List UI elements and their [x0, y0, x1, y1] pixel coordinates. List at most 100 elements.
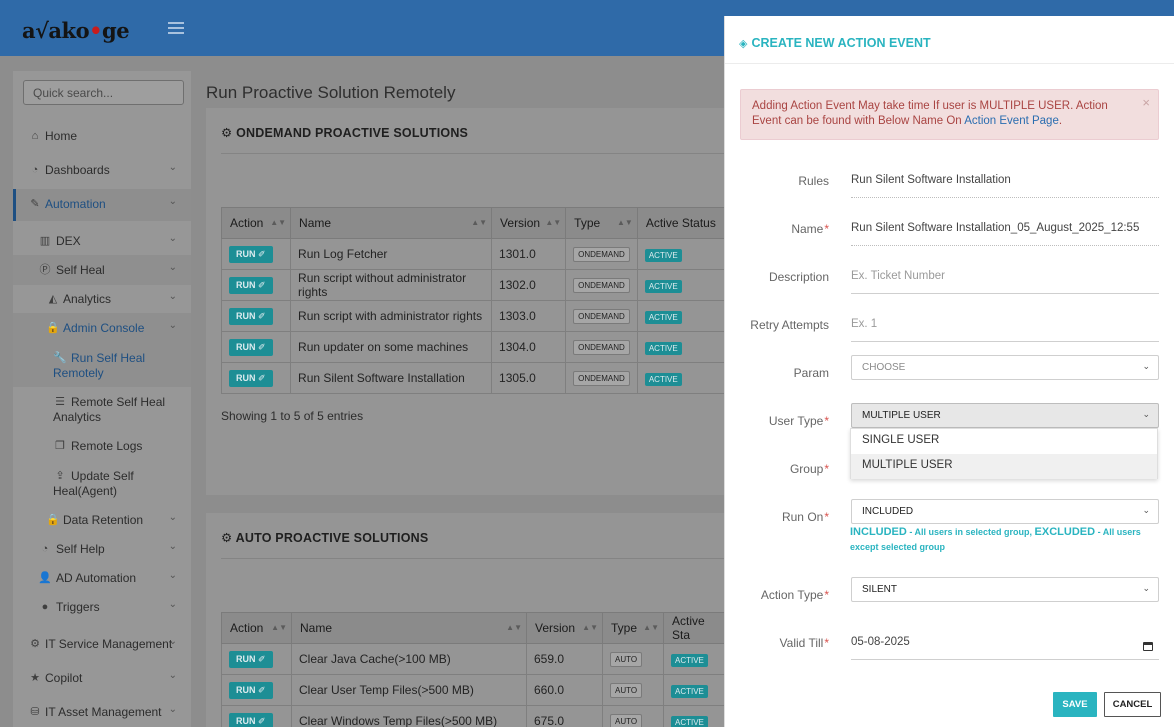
ondemand-card-title: ⚙ ONDEMAND PROACTIVE SOLUTIONS — [221, 126, 469, 140]
field-label: Retry Attempts — [750, 318, 829, 332]
wrench-icon: 🔧 — [53, 352, 67, 364]
close-icon[interactable]: × — [1142, 95, 1150, 110]
auto-table: Action ▲▼ Name ▲▼ Version ▲▼ Type ▲▼ Active … — [221, 612, 726, 727]
sidebar-item-it-asset-management[interactable]: ⛁ IT Asset Management ⌄ — [13, 697, 191, 727]
brand-logo[interactable]: a√ako•ge — [22, 18, 130, 43]
column-header-active-status[interactable]: Active Sta — [663, 612, 726, 644]
run-button[interactable]: RUN ✐ — [229, 369, 273, 387]
column-header-active-status[interactable]: Active Status — [636, 207, 727, 239]
status-badge: ACTIVE — [644, 248, 682, 262]
param-select[interactable]: CHOOSE ⌄ — [851, 355, 1159, 380]
cancel-button[interactable]: CANCEL — [1104, 692, 1161, 717]
field-label: Description — [768, 270, 829, 284]
sidebar-item-label: Triggers — [56, 600, 100, 614]
rules-field: Run Silent Software Installation — [851, 174, 1159, 198]
option-multiple-user[interactable]: MULTIPLE USER — [851, 454, 1157, 479]
column-header-action[interactable]: Action ▲▼ — [220, 207, 292, 239]
run-button[interactable]: RUN ✐ — [229, 307, 273, 325]
field-rules: Rules Run Silent Software Installation — [725, 166, 1174, 200]
menu-toggle-icon[interactable] — [168, 22, 184, 34]
column-header-action[interactable]: Action ▲▼ — [221, 612, 292, 644]
field-action-type: Action Type* — [725, 580, 1174, 614]
sidebar-item-it-service-management[interactable]: ⚙ IT Service Management ⌄ — [13, 629, 191, 659]
description-input[interactable]: Ex. Ticket Number — [851, 270, 1159, 294]
chevron-down-icon: ⌄ — [168, 541, 177, 552]
sidebar-item-admin-console[interactable]: 🔒 Admin Console ⌄ — [13, 313, 191, 343]
sidebar-item-update-self-heal[interactable]: ⇪ Update Self Heal(Agent) — [13, 461, 191, 505]
type-badge: ONDEMAND — [573, 340, 630, 355]
sidebar-item-self-help[interactable]: ◔ Self Help ⌄ — [13, 534, 191, 564]
retry-attempts-input[interactable]: Ex. 1 — [851, 318, 1159, 342]
quick-search-input[interactable]: Quick search... — [23, 80, 184, 105]
column-header-version[interactable]: Version ▲▼ — [491, 207, 567, 239]
chevron-down-icon: ⌄ — [168, 162, 177, 173]
field-label: Group* — [789, 462, 829, 476]
column-header-type[interactable]: Type ▲▼ — [602, 612, 664, 644]
sidebar-item-analytics[interactable]: ◭ Analytics ⌄ — [13, 284, 191, 314]
run-button[interactable]: RUN ✐ — [229, 681, 273, 699]
run-button[interactable]: RUN ✐ — [229, 650, 273, 668]
run-button[interactable]: RUN ✐ — [229, 276, 273, 294]
field-param: Param — [725, 358, 1174, 392]
cell-name: Clear Java Cache(>100 MB) — [291, 643, 527, 675]
calendar-icon[interactable] — [1143, 642, 1153, 651]
sidebar-item-self-heal[interactable]: Ⓟ Self Heal ⌄ — [13, 255, 191, 285]
name-field[interactable]: Run Silent Software Installation_05_Augu… — [851, 222, 1159, 246]
sidebar-item-dex[interactable]: ▥ DEX ⌄ — [13, 226, 191, 256]
cell-version: 1303.0 — [491, 300, 567, 332]
user-type-select[interactable]: MULTIPLE USER ⌄ — [851, 403, 1159, 428]
run-on-select[interactable]: INCLUDED ⌄ — [851, 499, 1159, 524]
column-header-name[interactable]: Name ▲▼ — [290, 207, 493, 239]
cell-name: Clear User Temp Files(>500 MB) — [291, 674, 527, 706]
sidebar-item-copilot[interactable]: ★ Copilot ⌄ — [13, 663, 191, 693]
sidebar-item-dashboards[interactable]: ◔ Dashboards ⌄ — [13, 155, 191, 185]
ondemand-table: Action ▲▼ Name ▲▼ Version ▲▼ Type ▲▼ Active … — [220, 207, 727, 394]
lock-icon: 🔒 — [46, 322, 60, 334]
sidebar-item-label: Remote Logs — [71, 439, 143, 453]
column-header-version[interactable]: Version ▲▼ — [526, 612, 603, 644]
dashboard-icon: ◔ — [41, 543, 49, 555]
run-button[interactable]: RUN ✐ — [229, 245, 273, 263]
sidebar-item-remote-logs[interactable]: ❐ Remote Logs — [13, 431, 191, 461]
sidebar-item-label: DEX — [56, 234, 81, 248]
sidebar-item-ad-automation[interactable]: 👤 AD Automation ⌄ — [13, 563, 191, 593]
field-label: Valid Till* — [779, 636, 829, 650]
cell-name: Run Silent Software Installation — [290, 362, 493, 394]
home-icon: ⌂ — [31, 130, 39, 142]
table-row: RUN ✐ Run script without administrator r… — [220, 269, 727, 301]
dashboard-icon: ◔ — [31, 164, 39, 176]
status-badge: ACTIVE — [644, 372, 682, 386]
layers-icon: ◈ — [739, 38, 748, 50]
status-badge: ACTIVE — [644, 279, 682, 293]
sidebar: Quick search... ⌂ Home ◔ Dashboards ⌄ ✎ … — [13, 71, 191, 727]
option-single-user[interactable]: SINGLE USER — [862, 434, 940, 446]
save-button[interactable]: SAVE — [1053, 692, 1097, 717]
sidebar-item-automation[interactable]: ✎ Automation ⌄ — [13, 189, 191, 221]
table-row: RUN ✐ Run updater on some machines 1304.… — [220, 331, 727, 363]
type-badge: AUTO — [610, 652, 643, 667]
field-label: Param — [793, 366, 829, 380]
run-button[interactable]: RUN ✐ — [229, 338, 273, 356]
action-type-select[interactable]: SILENT ⌄ — [851, 577, 1159, 602]
user-icon: 👤 — [38, 572, 52, 584]
create-action-event-panel: ◈ CREATE NEW ACTION EVENT Adding Action E… — [724, 16, 1174, 727]
column-header-name[interactable]: Name ▲▼ — [291, 612, 527, 644]
chevron-down-icon: ⌄ — [168, 670, 177, 681]
sidebar-item-remote-self-heal-analytics[interactable]: ☰ Remote Self Heal Analytics — [13, 387, 191, 431]
run-button[interactable]: RUN ✐ — [229, 712, 273, 727]
status-badge: ACTIVE — [671, 653, 708, 667]
sidebar-item-home[interactable]: ⌂ Home — [13, 121, 191, 151]
valid-till-date-input[interactable]: 05-08-2025 — [851, 636, 1159, 660]
cogs-icon: ⚙ — [30, 638, 40, 650]
area-chart-icon: ◭ — [48, 293, 58, 305]
sidebar-item-label: Automation — [45, 197, 106, 211]
action-event-page-link[interactable]: Action Event Page — [964, 115, 1059, 127]
sidebar-item-run-self-heal-remotely[interactable]: 🔧 Run Self Heal Remotely — [13, 343, 191, 387]
cell-version: 1302.0 — [491, 269, 567, 301]
column-header-type[interactable]: Type ▲▼ — [565, 207, 638, 239]
user-type-dropdown: SINGLE USER MULTIPLE USER — [850, 428, 1158, 479]
sidebar-item-triggers[interactable]: ● Triggers ⌄ — [13, 592, 191, 622]
ondemand-card: ⚙ ONDEMAND PROACTIVE SOLUTIONS Action ▲▼ … — [206, 108, 727, 495]
sidebar-item-data-retention[interactable]: 🔒 Data Retention ⌄ — [13, 505, 191, 535]
auto-card: ⚙ AUTO PROACTIVE SOLUTIONS Action ▲▼ Name… — [206, 513, 726, 727]
